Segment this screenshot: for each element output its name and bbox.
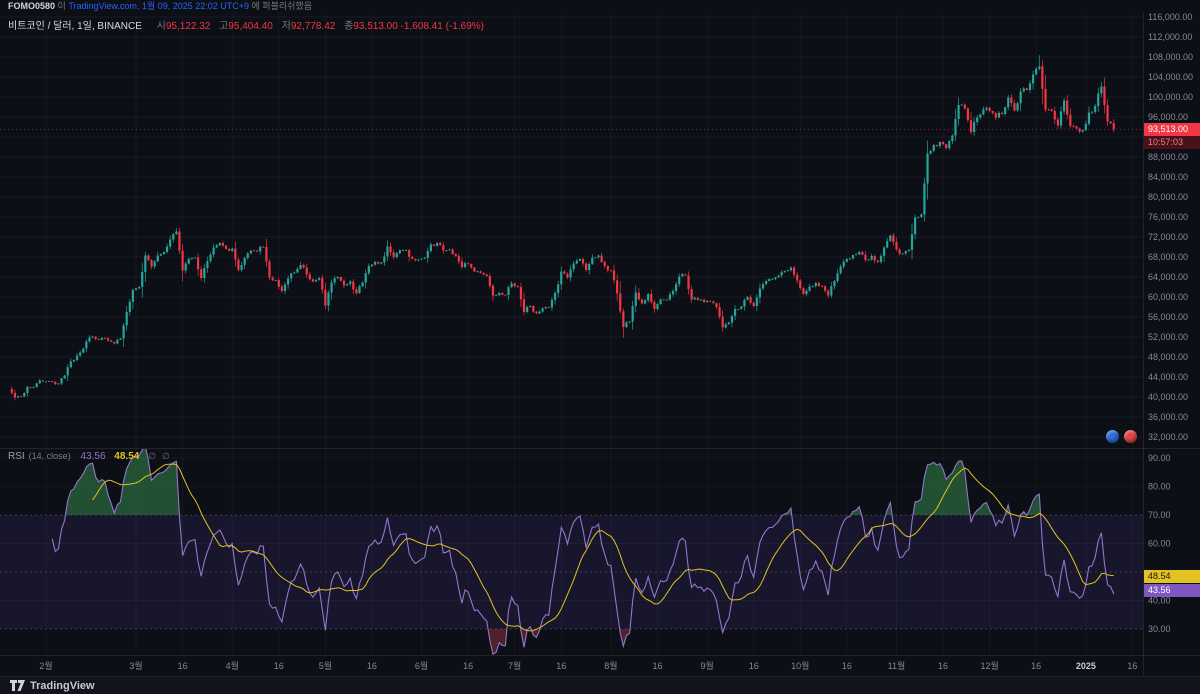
svg-text:16: 16 [367, 661, 377, 671]
footer-brand-text[interactable]: TradingView [30, 679, 95, 692]
close-label: 종 [344, 21, 354, 32]
change-value: -1,608.41 (-1.69%) [400, 21, 484, 32]
svg-text:2025: 2025 [1076, 661, 1096, 671]
svg-text:2월: 2월 [39, 660, 52, 671]
svg-text:16: 16 [463, 661, 473, 671]
footer-bar: TradingView [0, 676, 1200, 694]
svg-text:72,000.00: 72,000.00 [1148, 232, 1188, 242]
separators [0, 13, 1200, 676]
svg-text:12월: 12월 [980, 660, 998, 671]
svg-text:11월: 11월 [888, 660, 906, 671]
svg-text:52,000.00: 52,000.00 [1148, 332, 1188, 342]
svg-text:48,000.00: 48,000.00 [1148, 352, 1188, 362]
bar-countdown-badge: 10:57:03 [1144, 135, 1200, 149]
svg-text:9월: 9월 [701, 660, 714, 671]
svg-text:104,000.00: 104,000.00 [1148, 72, 1193, 82]
svg-text:5월: 5월 [319, 660, 332, 671]
emoji-reaction-icon-red[interactable] [1124, 430, 1137, 443]
svg-text:64,000.00: 64,000.00 [1148, 272, 1188, 282]
svg-text:100,000.00: 100,000.00 [1148, 92, 1193, 102]
emoji-reaction-icon-blue[interactable] [1106, 430, 1119, 443]
price-axis-labels[interactable]: 116,000.00 112,000.00 108,000.00 104,000.00… [1148, 12, 1193, 442]
svg-text:84,000.00: 84,000.00 [1148, 172, 1188, 182]
publish-particle: 이 [57, 1, 66, 11]
svg-text:30.00: 30.00 [1148, 624, 1171, 634]
rsi-axis-labels[interactable]: 90.00 80.00 70.00 60.00 40.00 30.00 [1148, 453, 1171, 634]
svg-text:16: 16 [1031, 661, 1041, 671]
svg-text:76,000.00: 76,000.00 [1148, 212, 1188, 222]
high-label: 고 [219, 21, 229, 32]
svg-text:60,000.00: 60,000.00 [1148, 292, 1188, 302]
publish-bar: FOMO0580 이 TradingView.com, 1월 09, 2025 … [0, 0, 1200, 13]
time-grid-layer [45, 13, 1133, 656]
rsi-overbought-fill [65, 449, 1041, 515]
low-value: 92,778.42 [290, 21, 336, 32]
rsi-axis-badge: 43.56 [1144, 583, 1200, 597]
price-grid-layer [0, 16, 1143, 438]
svg-text:60.00: 60.00 [1148, 539, 1171, 549]
rsi-ma-value: 48.54 [114, 451, 140, 462]
tradingview-link[interactable]: TradingView.com, [68, 1, 140, 11]
rsi-settings-icon[interactable]: ∅ [161, 451, 170, 461]
svg-text:3월: 3월 [129, 660, 142, 671]
svg-text:7월: 7월 [508, 660, 521, 671]
svg-text:16: 16 [749, 661, 759, 671]
svg-text:88,000.00: 88,000.00 [1148, 152, 1188, 162]
svg-text:16: 16 [274, 661, 284, 671]
svg-text:16: 16 [556, 661, 566, 671]
publish-datetime: 1월 09, 2025 22:02 UTC+9 [141, 1, 250, 11]
last-price-badge: 93,513.00 [1144, 122, 1200, 136]
svg-text:116,000.00: 116,000.00 [1148, 12, 1192, 22]
svg-text:16: 16 [652, 661, 662, 671]
rsi-value: 43.56 [80, 451, 106, 462]
publisher-username[interactable]: FOMO0580 [8, 1, 56, 11]
rsi-plot-layer [51, 449, 1115, 656]
svg-text:108,000.00: 108,000.00 [1148, 52, 1193, 62]
high-value: 95,404.40 [228, 21, 273, 32]
svg-text:90.00: 90.00 [1148, 453, 1171, 463]
time-axis-labels[interactable]: 2월 3월 16 4월 16 5월 16 6월 16 7월 16 8월 16 9월 16 10월 16 11월 16… [39, 660, 1137, 671]
publish-suffix: 에 퍼블리쉬했음 [251, 1, 312, 11]
svg-text:16: 16 [938, 661, 948, 671]
svg-text:16: 16 [1127, 661, 1137, 671]
rsi-params: (14, close) [28, 451, 71, 461]
open-label: 시 [156, 21, 166, 32]
tradingview-logo-icon[interactable] [10, 680, 25, 691]
symbol-title[interactable]: 비트코인 / 달러, 1일, BINANCE [8, 21, 142, 32]
svg-text:70.00: 70.00 [1148, 510, 1171, 520]
svg-text:4월: 4월 [226, 660, 239, 671]
svg-text:8월: 8월 [604, 660, 617, 671]
svg-text:16: 16 [178, 661, 188, 671]
svg-text:44,000.00: 44,000.00 [1148, 372, 1188, 382]
symbol-legend: 비트코인 / 달러, 1일, BINANCE 시95,122.32 고95,40… [8, 17, 484, 32]
svg-text:32,000.00: 32,000.00 [1148, 432, 1188, 442]
svg-text:40,000.00: 40,000.00 [1148, 392, 1188, 402]
low-label: 저 [281, 21, 291, 32]
open-value: 95,122.32 [165, 21, 211, 32]
svg-text:68,000.00: 68,000.00 [1148, 252, 1188, 262]
rsi-ma-axis-badge: 48.54 [1144, 569, 1200, 583]
rsi-pane-layer [0, 514, 1143, 630]
svg-text:16: 16 [842, 661, 852, 671]
svg-text:96,000.00: 96,000.00 [1148, 112, 1188, 122]
rsi-legend: RSI (14, close) 43.56 48.54 ∅ ∅ [8, 451, 170, 462]
svg-text:6월: 6월 [415, 660, 428, 671]
rsi-title[interactable]: RSI [8, 451, 25, 462]
svg-text:40.00: 40.00 [1148, 596, 1171, 606]
svg-text:112,000.00: 112,000.00 [1148, 32, 1192, 42]
svg-text:56,000.00: 56,000.00 [1148, 312, 1188, 322]
svg-text:36,000.00: 36,000.00 [1148, 412, 1188, 422]
svg-text:80.00: 80.00 [1148, 482, 1171, 492]
close-value: 93,513.00 [353, 21, 398, 32]
svg-text:80,000.00: 80,000.00 [1148, 192, 1188, 202]
svg-text:10월: 10월 [791, 660, 809, 671]
rsi-hide-icon[interactable]: ∅ [148, 451, 156, 461]
candlestick-layer [10, 55, 1115, 401]
